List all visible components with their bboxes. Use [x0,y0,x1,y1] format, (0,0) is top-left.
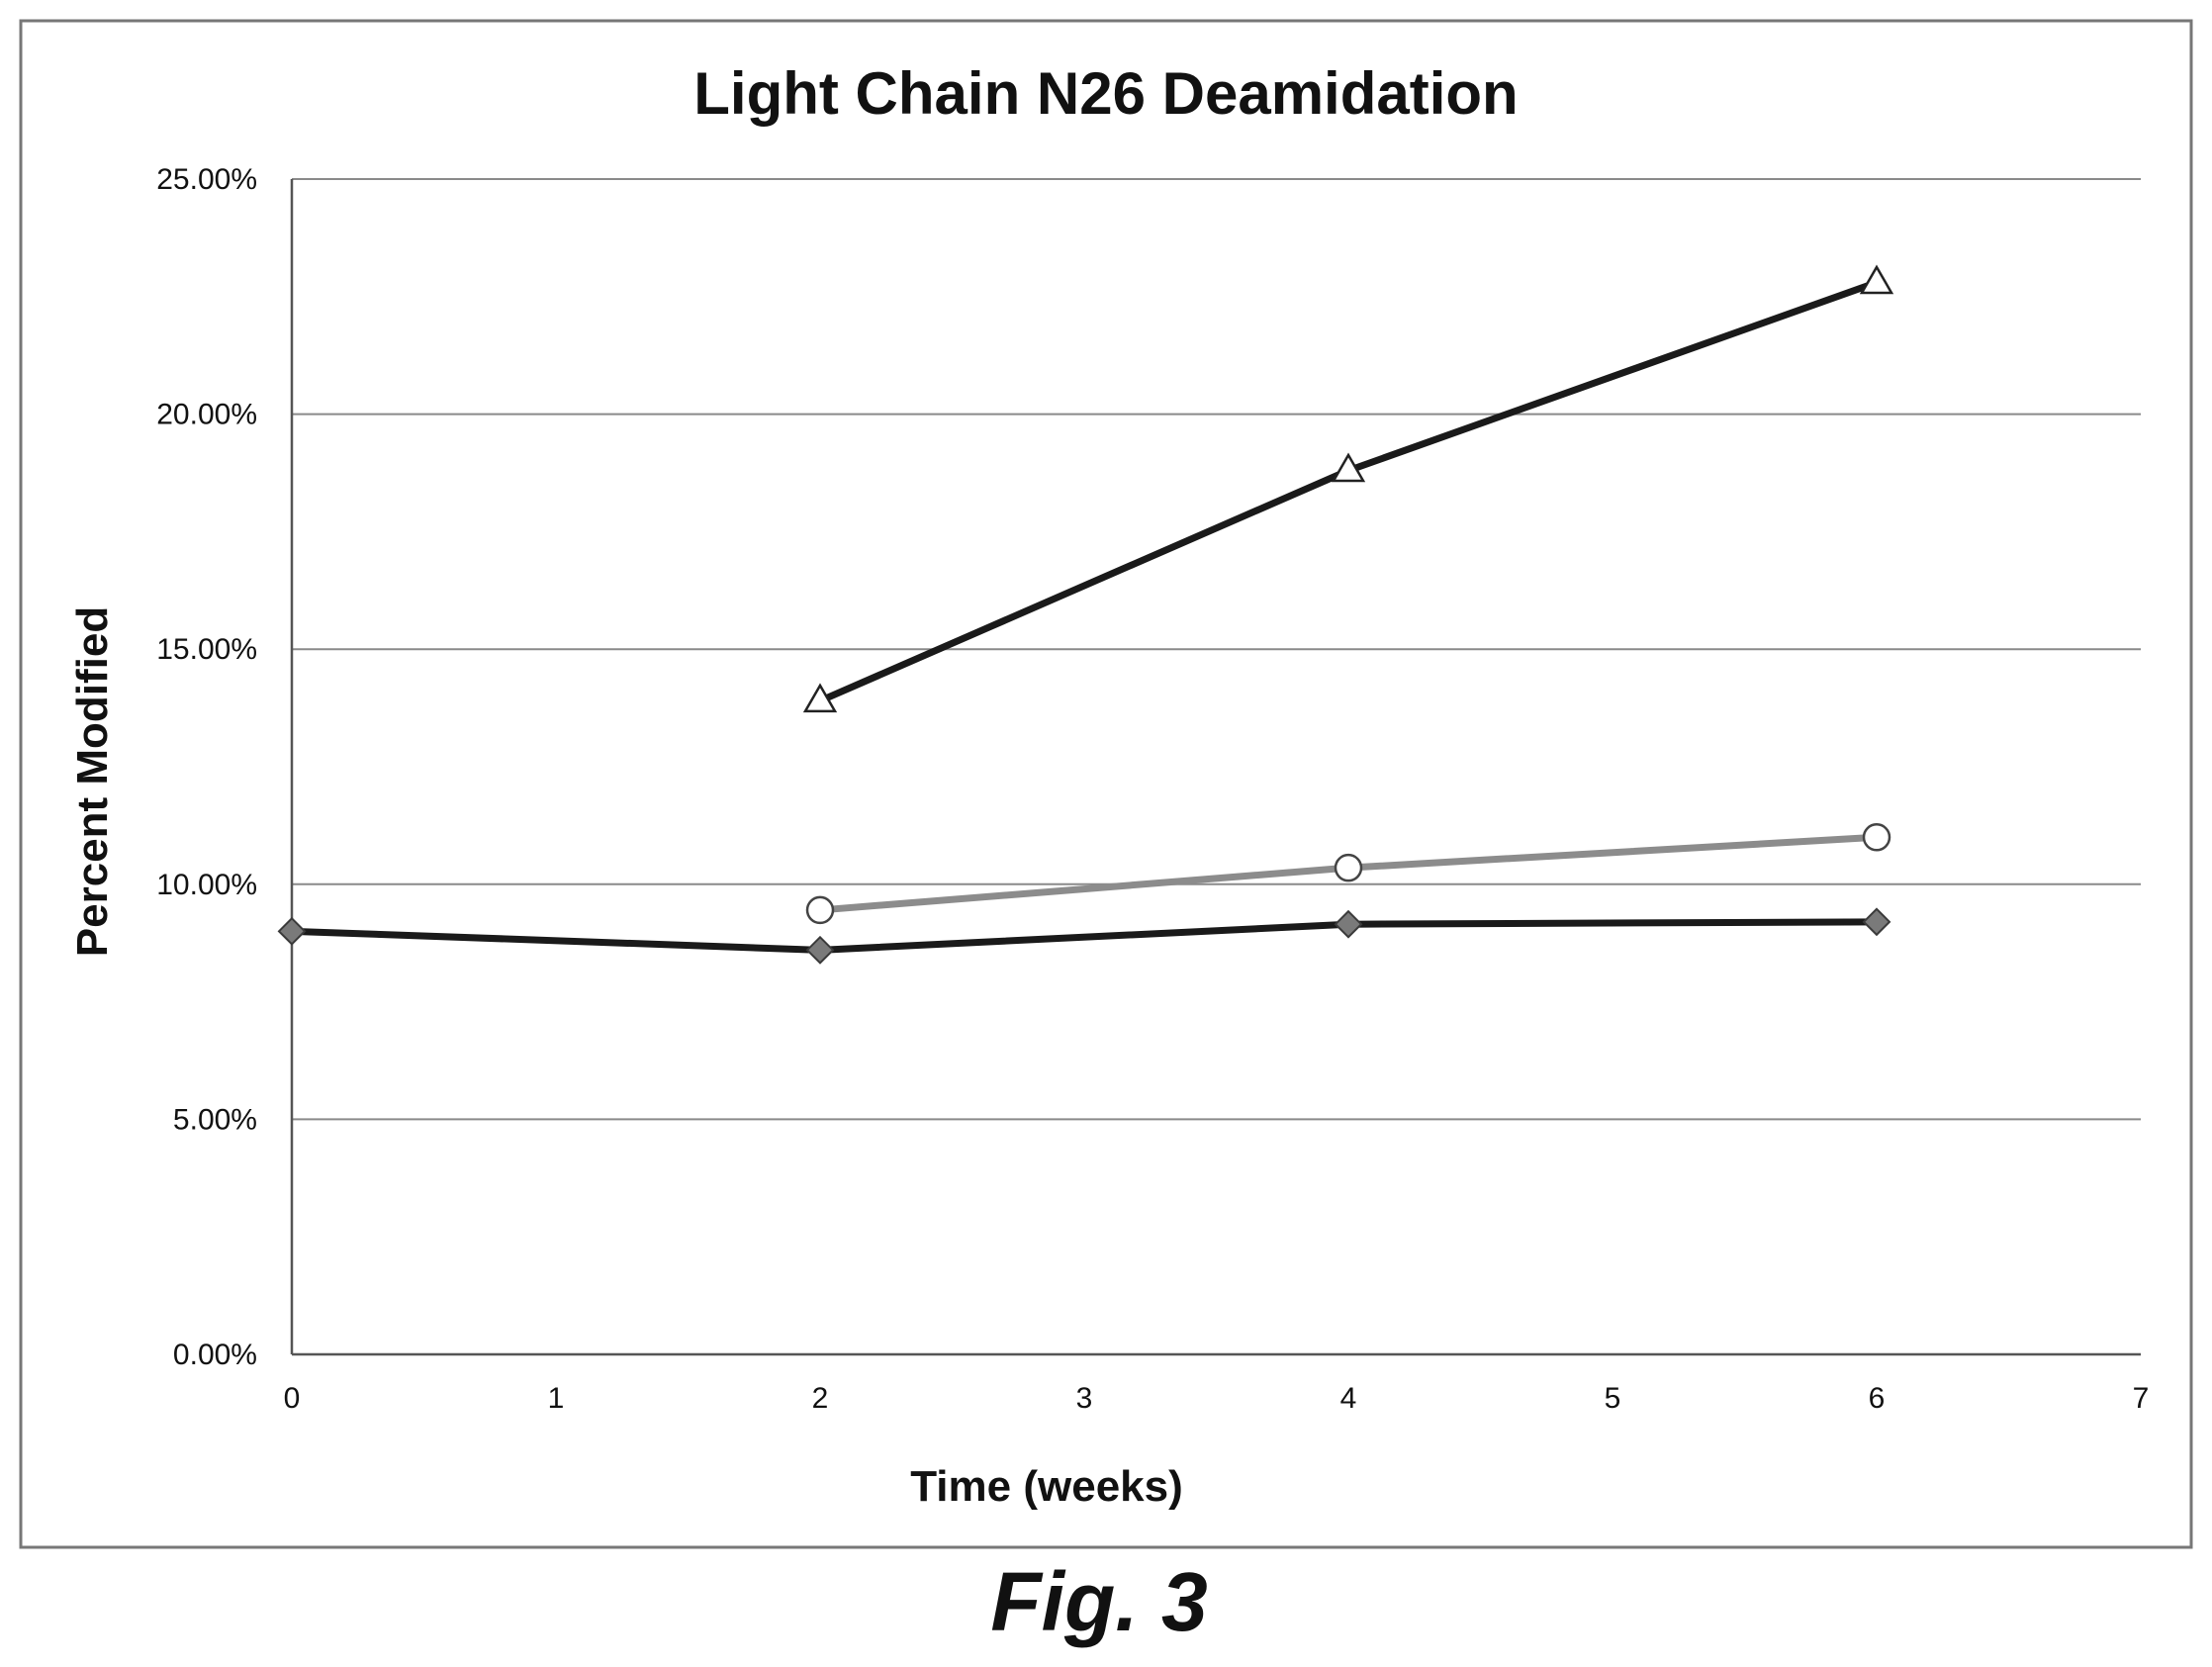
y-tick-labels: 0.00% 5.00% 10.00% 15.00% 20.00% 25.00% [156,163,257,1371]
triangle-marker [802,683,838,713]
y-tick-label: 20.00% [156,399,257,431]
triangle-marker [1331,452,1366,483]
y-tick-label: 15.00% [156,633,257,666]
diamond-marker [805,935,835,965]
x-tick-label: 1 [548,1382,565,1415]
x-tick-label: 7 [2133,1382,2150,1415]
x-axis-title: Time (weeks) [910,1462,1183,1511]
circle-marker [1862,823,1891,852]
x-tick-labels: 0 1 2 3 4 5 6 7 [284,1382,2150,1415]
x-tick-label: 2 [812,1382,829,1415]
x-tick-label: 5 [1605,1382,1621,1415]
chart-title: Light Chain N26 Deamidation [693,60,1518,127]
series-line [288,918,1881,954]
y-tick-label: 10.00% [156,869,257,901]
axes [290,179,2141,1356]
circle-marker [805,895,835,925]
y-axis-title: Percent Modified [68,606,117,958]
x-tick-label: 6 [1869,1382,1886,1415]
x-tick-label: 3 [1076,1382,1093,1415]
diamond-marker [1862,907,1891,937]
diamond-marker [277,916,307,946]
chart-frame [19,19,2193,1549]
x-tick-label: 0 [284,1382,301,1415]
plot-area: 0.00% 5.00% 10.00% 15.00% 20.00% 25.00% 0 1 2 3 4… [156,163,2149,1415]
triangle-marker [1859,264,1894,295]
diamond-marker [1334,909,1363,939]
y-tick-label: 5.00% [173,1103,257,1136]
y-tick-label: 0.00% [173,1339,257,1371]
x-tick-label: 4 [1340,1382,1357,1415]
gridlines [292,178,2141,1121]
y-tick-label: 25.00% [156,163,257,196]
figure-caption: Fig. 3 [990,1555,1207,1648]
circle-marker [1334,853,1363,882]
series-markers [277,264,1894,965]
